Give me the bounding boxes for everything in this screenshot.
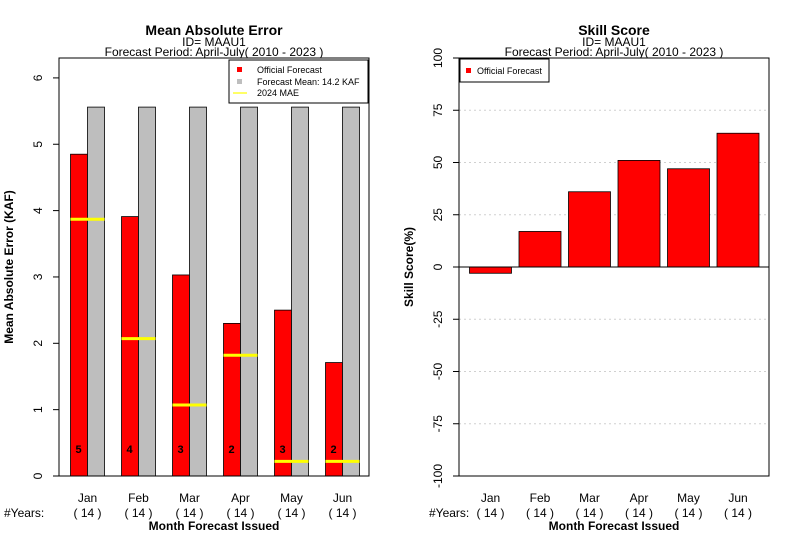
skill-x-axis: Jan( 14 )Feb( 14 )Mar( 14 )Apr( 14 )May(… — [476, 491, 752, 520]
mae-bar-official — [70, 153, 88, 477]
mae-panel: Mean Absolute Error ID= MAAU1 Forecast P… — [2, 22, 370, 533]
skill-plot-frame — [458, 57, 770, 477]
mae-x-tick-label: Apr — [231, 491, 250, 505]
skill-bar-official — [716, 132, 760, 268]
skill-x-tick-label: Apr — [630, 491, 649, 505]
mae-years-label: #Years: — [4, 506, 44, 520]
mae-years-count: ( 14 ) — [73, 506, 101, 520]
mae-x-tick-label: May — [280, 491, 303, 505]
mae-legend-label-official: Official Forecast — [257, 65, 322, 75]
mae-x-tick-label: Jun — [333, 491, 352, 505]
mae-x-tick-label: Jan — [78, 491, 97, 505]
mae-legend-box — [228, 59, 369, 104]
skill-x-tick-label: Mar — [579, 491, 600, 505]
mae-bar-forecast-mean — [342, 106, 360, 477]
mae-plot-frame — [58, 57, 370, 477]
mae-bar-forecast-mean — [291, 106, 309, 477]
skill-x-tick-label: May — [677, 491, 700, 505]
mae-bar-count-label: 4 — [126, 444, 133, 456]
mae-years-count: ( 14 ) — [328, 506, 356, 520]
mae-bars: 5 4 3 2 3 2 — [70, 106, 360, 477]
skill-bar-official — [518, 231, 562, 268]
skill-y-axis-label: Skill Score(%) — [402, 227, 416, 307]
mae-y-tick-label: 3 — [31, 273, 45, 280]
mae-years-count: ( 14 ) — [124, 506, 152, 520]
skill-title: Skill Score — [578, 22, 650, 38]
mae-bar-official — [121, 216, 139, 477]
mae-y-tick-label: 0 — [31, 472, 45, 479]
skill-years-count: ( 14 ) — [625, 506, 653, 520]
skill-y-tick-label: -75 — [431, 415, 445, 433]
skill-panel: Skill Score ID= MAAU1 Forecast Period: A… — [402, 22, 770, 533]
mae-id-subtitle: ID= MAAU1 — [182, 35, 246, 49]
skill-y-tick-label: 75 — [431, 103, 445, 117]
skill-legend-box — [459, 58, 550, 83]
mae-legend-swatch-mean — [237, 79, 242, 84]
mae-y-tick-label: 2 — [31, 340, 45, 347]
mae-bar-forecast-mean — [189, 106, 207, 477]
skill-id-subtitle: ID= MAAU1 — [582, 35, 646, 49]
mae-title: Mean Absolute Error — [145, 22, 283, 38]
skill-y-tick-label: 0 — [431, 263, 445, 270]
mae-x-tick-label: Mar — [179, 491, 200, 505]
mae-years-count: ( 14 ) — [226, 506, 254, 520]
mae-bar-count-label: 2 — [228, 444, 234, 456]
mae-years-count: ( 14 ) — [175, 506, 203, 520]
skill-y-tick-label: -50 — [431, 363, 445, 381]
mae-x-axis: Jan( 14 )Feb( 14 )Mar( 14 )Apr( 14 )May(… — [73, 491, 356, 520]
mae-x-tick-label: Feb — [128, 491, 149, 505]
skill-legend: Official Forecast — [459, 58, 550, 83]
mae-y-tick-label: 4 — [31, 207, 45, 214]
skill-bar-official — [617, 160, 661, 268]
skill-bar-official — [667, 168, 710, 268]
mae-legend-label-2024: 2024 MAE — [257, 88, 299, 98]
mae-bar-count-label: 5 — [75, 444, 81, 456]
skill-years-count: ( 14 ) — [674, 506, 702, 520]
mae-y-tick-label: 6 — [31, 74, 45, 81]
mae-period-subtitle: Forecast Period: April-July( 2010 - 2023… — [105, 45, 324, 59]
mae-bar-forecast-mean — [240, 106, 258, 477]
skill-years-label: #Years: — [429, 506, 469, 520]
skill-years-count: ( 14 ) — [575, 506, 603, 520]
mae-y-tick-label: 5 — [31, 141, 45, 148]
skill-bar-official — [469, 266, 512, 274]
skill-y-tick-label: -100 — [431, 464, 445, 488]
skill-bars — [469, 132, 760, 274]
skill-x-axis-label: Month Forecast Issued — [549, 519, 680, 533]
skill-years-count: ( 14 ) — [526, 506, 554, 520]
mae-y-axis: 0 1 2 3 4 5 6 — [31, 74, 59, 479]
mae-bar-count-label: 3 — [177, 444, 183, 456]
mae-years-count: ( 14 ) — [277, 506, 305, 520]
mae-bar-forecast-mean — [87, 106, 105, 477]
skill-legend-label-official: Official Forecast — [477, 66, 542, 76]
skill-period-subtitle: Forecast Period: April-July( 2010 - 2023… — [505, 45, 724, 59]
mae-y-tick-label: 1 — [31, 406, 45, 413]
mae-bar-forecast-mean — [138, 106, 156, 477]
skill-years-count: ( 14 ) — [476, 506, 504, 520]
skill-y-axis: -100 -75 -50 -25 0 25 50 75 100 — [431, 48, 459, 488]
skill-gridlines — [459, 109, 769, 425]
mae-legend-swatch-official — [237, 67, 242, 72]
mae-bar-count-label: 3 — [279, 444, 285, 456]
mae-x-axis-label: Month Forecast Issued — [149, 519, 280, 533]
skill-x-tick-label: Feb — [530, 491, 551, 505]
skill-legend-swatch-official — [466, 68, 471, 73]
skill-x-tick-label: Jan — [481, 491, 500, 505]
mae-bar-official — [325, 362, 343, 477]
mae-y-axis-label: Mean Absolute Error (KAF) — [2, 190, 16, 344]
skill-x-tick-label: Jun — [728, 491, 747, 505]
skill-y-tick-label: -25 — [431, 310, 445, 328]
skill-y-tick-label: 100 — [431, 48, 445, 68]
skill-y-tick-label: 50 — [431, 156, 445, 170]
mae-bar-count-label: 2 — [330, 444, 336, 456]
mae-legend: Official Forecast Forecast Mean: 14.2 KA… — [228, 59, 369, 104]
skill-years-count: ( 14 ) — [724, 506, 752, 520]
mae-legend-label-mean: Forecast Mean: 14.2 KAF — [257, 77, 360, 87]
skill-bar-official — [568, 191, 611, 268]
skill-y-tick-label: 25 — [431, 208, 445, 222]
